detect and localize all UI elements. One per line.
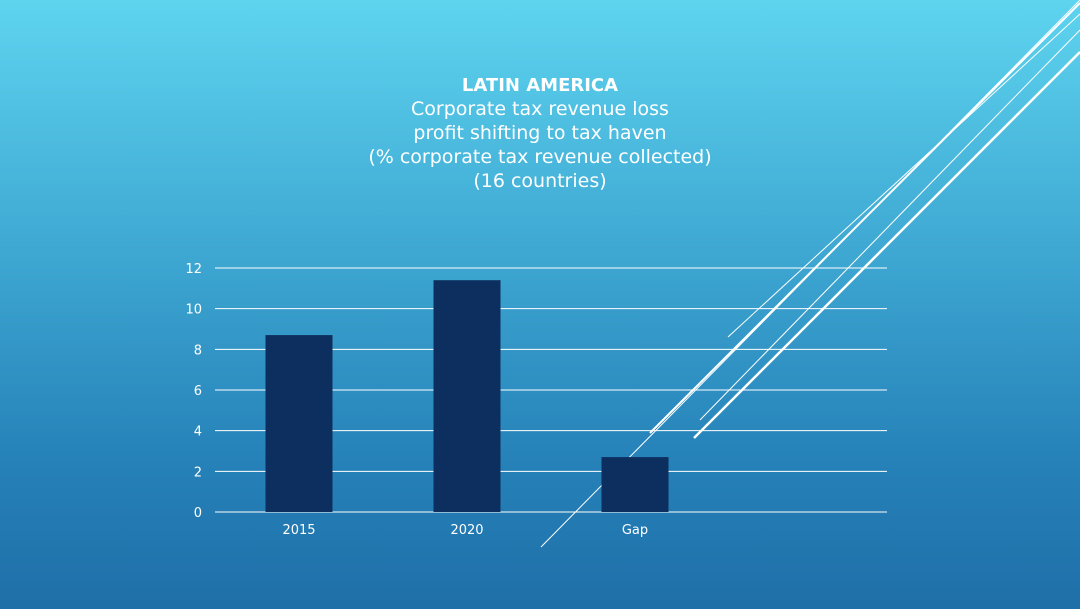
- x-tick-label: 2020: [450, 523, 483, 538]
- deco-line: [699, 29, 1080, 421]
- y-tick-label: 10: [185, 303, 202, 318]
- y-tick-label: 4: [194, 425, 202, 440]
- x-tick-label: Gap: [622, 523, 648, 538]
- bar-2015: [265, 335, 333, 512]
- y-tick-label: 2: [194, 465, 202, 480]
- title-line-region: LATIN AMERICA: [461, 75, 619, 96]
- title-line-measure: Corporate tax revenue loss: [411, 98, 669, 120]
- bar-2020: [433, 280, 501, 512]
- x-tick-label: 2015: [282, 523, 315, 538]
- y-tick-label: 8: [194, 343, 202, 358]
- y-axis-ticks: 0 2 4 6 8 10 12: [185, 262, 202, 521]
- title-line-cause: profit shifting to tax haven: [413, 122, 667, 144]
- y-tick-label: 0: [194, 506, 202, 521]
- deco-line: [727, 13, 1080, 338]
- y-tick-label: 12: [185, 262, 202, 277]
- bar-gap: [601, 457, 669, 512]
- x-axis-ticks: 2015 2020 Gap: [282, 523, 648, 538]
- title-line-sample: (16 countries): [473, 170, 607, 192]
- chart-title: LATIN AMERICA Corporate tax revenue loss…: [240, 75, 840, 193]
- title-line-unit: (% corporate tax revenue collected): [368, 146, 712, 168]
- y-tick-label: 6: [194, 384, 202, 399]
- deco-line: [649, 2, 1080, 434]
- deco-line: [693, 51, 1080, 439]
- bars: [265, 280, 669, 512]
